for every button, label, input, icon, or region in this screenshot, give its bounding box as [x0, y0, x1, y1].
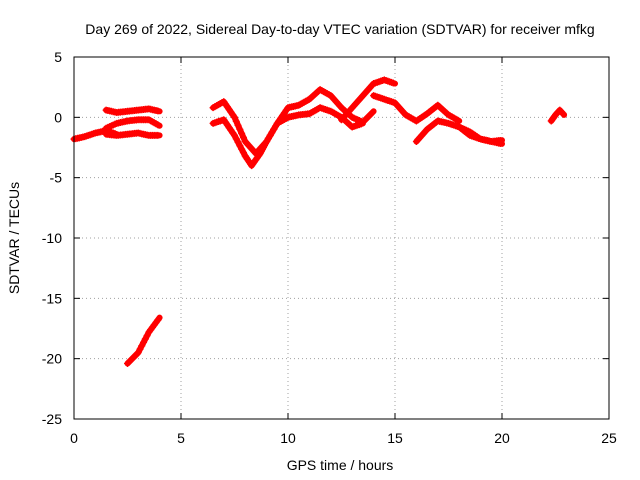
data-point-marker — [239, 133, 247, 141]
y-tick-label: -5 — [50, 170, 63, 186]
x-tick-label: 15 — [387, 430, 403, 446]
y-tick-label: -25 — [42, 411, 62, 427]
x-tick-label: 20 — [494, 430, 510, 446]
data-series-arc-4 — [102, 129, 163, 139]
data-point-marker — [389, 79, 397, 87]
data-point-marker — [232, 117, 240, 125]
data-point-marker — [236, 125, 244, 133]
y-tick-label: -15 — [42, 290, 62, 306]
data-points — [70, 76, 568, 367]
data-point-marker — [154, 121, 162, 129]
data-point-marker — [559, 109, 567, 117]
x-axis-ticks: 0 5 10 15 20 25 — [70, 57, 617, 446]
y-tick-label: -20 — [42, 351, 62, 367]
x-tick-label: 0 — [70, 430, 78, 446]
data-point-marker — [234, 121, 242, 129]
data-point-marker — [154, 131, 162, 139]
data-series-arc-2 — [102, 105, 163, 117]
y-axis-label: SDTVAR / TECUs — [6, 182, 22, 294]
y-tick-label: 0 — [54, 109, 62, 125]
y-tick-label: -10 — [42, 230, 62, 246]
x-tick-label: 10 — [280, 430, 296, 446]
data-point-marker — [238, 129, 246, 137]
data-series-arc-9 — [284, 104, 366, 131]
data-point-marker — [558, 109, 566, 117]
data-series-arc-5 — [124, 314, 163, 367]
data-point-marker — [154, 316, 162, 324]
data-point-marker — [559, 110, 567, 118]
y-tick-label: 5 — [54, 49, 62, 65]
data-series-arc-7 — [209, 114, 291, 170]
data-series-arc-14 — [547, 106, 568, 125]
data-series-arc-3 — [102, 116, 163, 132]
data-series-arc-10 — [338, 76, 398, 124]
x-axis-label: GPS time / hours — [287, 457, 394, 473]
data-point-marker — [154, 107, 162, 115]
data-point-marker — [368, 109, 376, 117]
x-tick-label: 25 — [601, 430, 617, 446]
chart-title: Day 269 of 2022, Sidereal Day-to-day VTE… — [85, 21, 594, 37]
data-point-marker — [453, 116, 461, 124]
data-series-arc-11 — [370, 92, 463, 125]
x-tick-label: 5 — [177, 430, 185, 446]
y-axis-ticks: -25 -20 -15 -10 -5 0 5 — [42, 49, 609, 427]
data-point-marker — [231, 113, 238, 121]
data-point-marker — [496, 136, 504, 144]
data-point-marker — [357, 120, 365, 128]
data-series-arc-13 — [455, 123, 505, 145]
data-series-arc-6 — [209, 98, 302, 158]
